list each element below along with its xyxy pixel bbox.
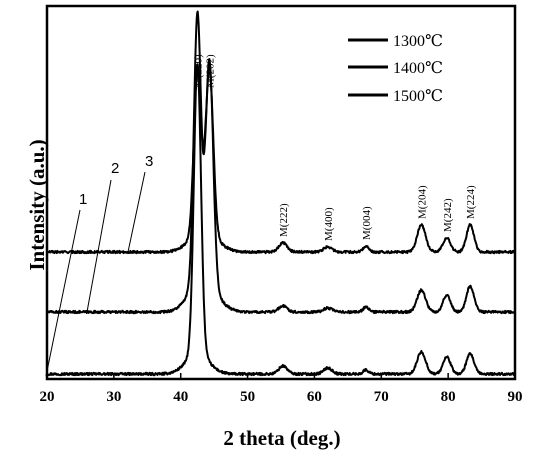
- peak-labels: M(220) M(202) M(222) M(400) M(004) M(204) M(24…: [192, 54, 477, 241]
- peak-label: M(220): [192, 54, 204, 88]
- legend-label-1500: 1500℃: [393, 88, 443, 105]
- x-tick-label: 90: [508, 389, 523, 405]
- curve-series-1: [46, 63, 516, 377]
- peak-label: M(400): [323, 207, 335, 241]
- curve-pointer-2: [86, 179, 112, 313]
- x-tick-label: 30: [106, 389, 121, 405]
- legend-label-1400: 1400℃: [393, 60, 443, 77]
- x-tick-label: 40: [173, 389, 188, 405]
- curve-pointer-1: [45, 209, 81, 377]
- peak-label: M(224): [465, 185, 477, 219]
- y-axis-title: Intensity (a.u.): [25, 139, 49, 270]
- legend: 1300℃ 1400℃ 1500℃: [348, 33, 443, 105]
- x-axis-ticks: 20 30 40 50 60 70 80 90: [40, 373, 523, 405]
- curve-series-2: [46, 10, 516, 315]
- curve-number-3: 3: [145, 153, 153, 170]
- curve-pointer-3: [127, 171, 146, 253]
- x-axis-title: 2 theta (deg.): [223, 426, 340, 450]
- peak-label: M(204): [416, 185, 428, 219]
- peak-label: M(202): [205, 54, 217, 88]
- peak-label: M(242): [442, 198, 454, 232]
- curve-series-3: [46, 67, 516, 255]
- x-tick-label: 50: [240, 389, 255, 405]
- diffraction-curves: [46, 10, 516, 377]
- plot-frame: [45, 4, 517, 381]
- x-tick-label: 80: [441, 389, 456, 405]
- curve-number-1: 1: [79, 191, 87, 208]
- x-tick-label: 20: [40, 389, 55, 405]
- legend-label-1300: 1300℃: [393, 33, 443, 50]
- curve-annotations: 1 2 3: [45, 153, 153, 377]
- curve-number-2: 2: [111, 160, 119, 177]
- x-tick-label: 60: [307, 389, 322, 405]
- peak-label: M(222): [278, 203, 290, 237]
- x-tick-label: 70: [374, 389, 389, 405]
- peak-label: M(004): [361, 206, 373, 240]
